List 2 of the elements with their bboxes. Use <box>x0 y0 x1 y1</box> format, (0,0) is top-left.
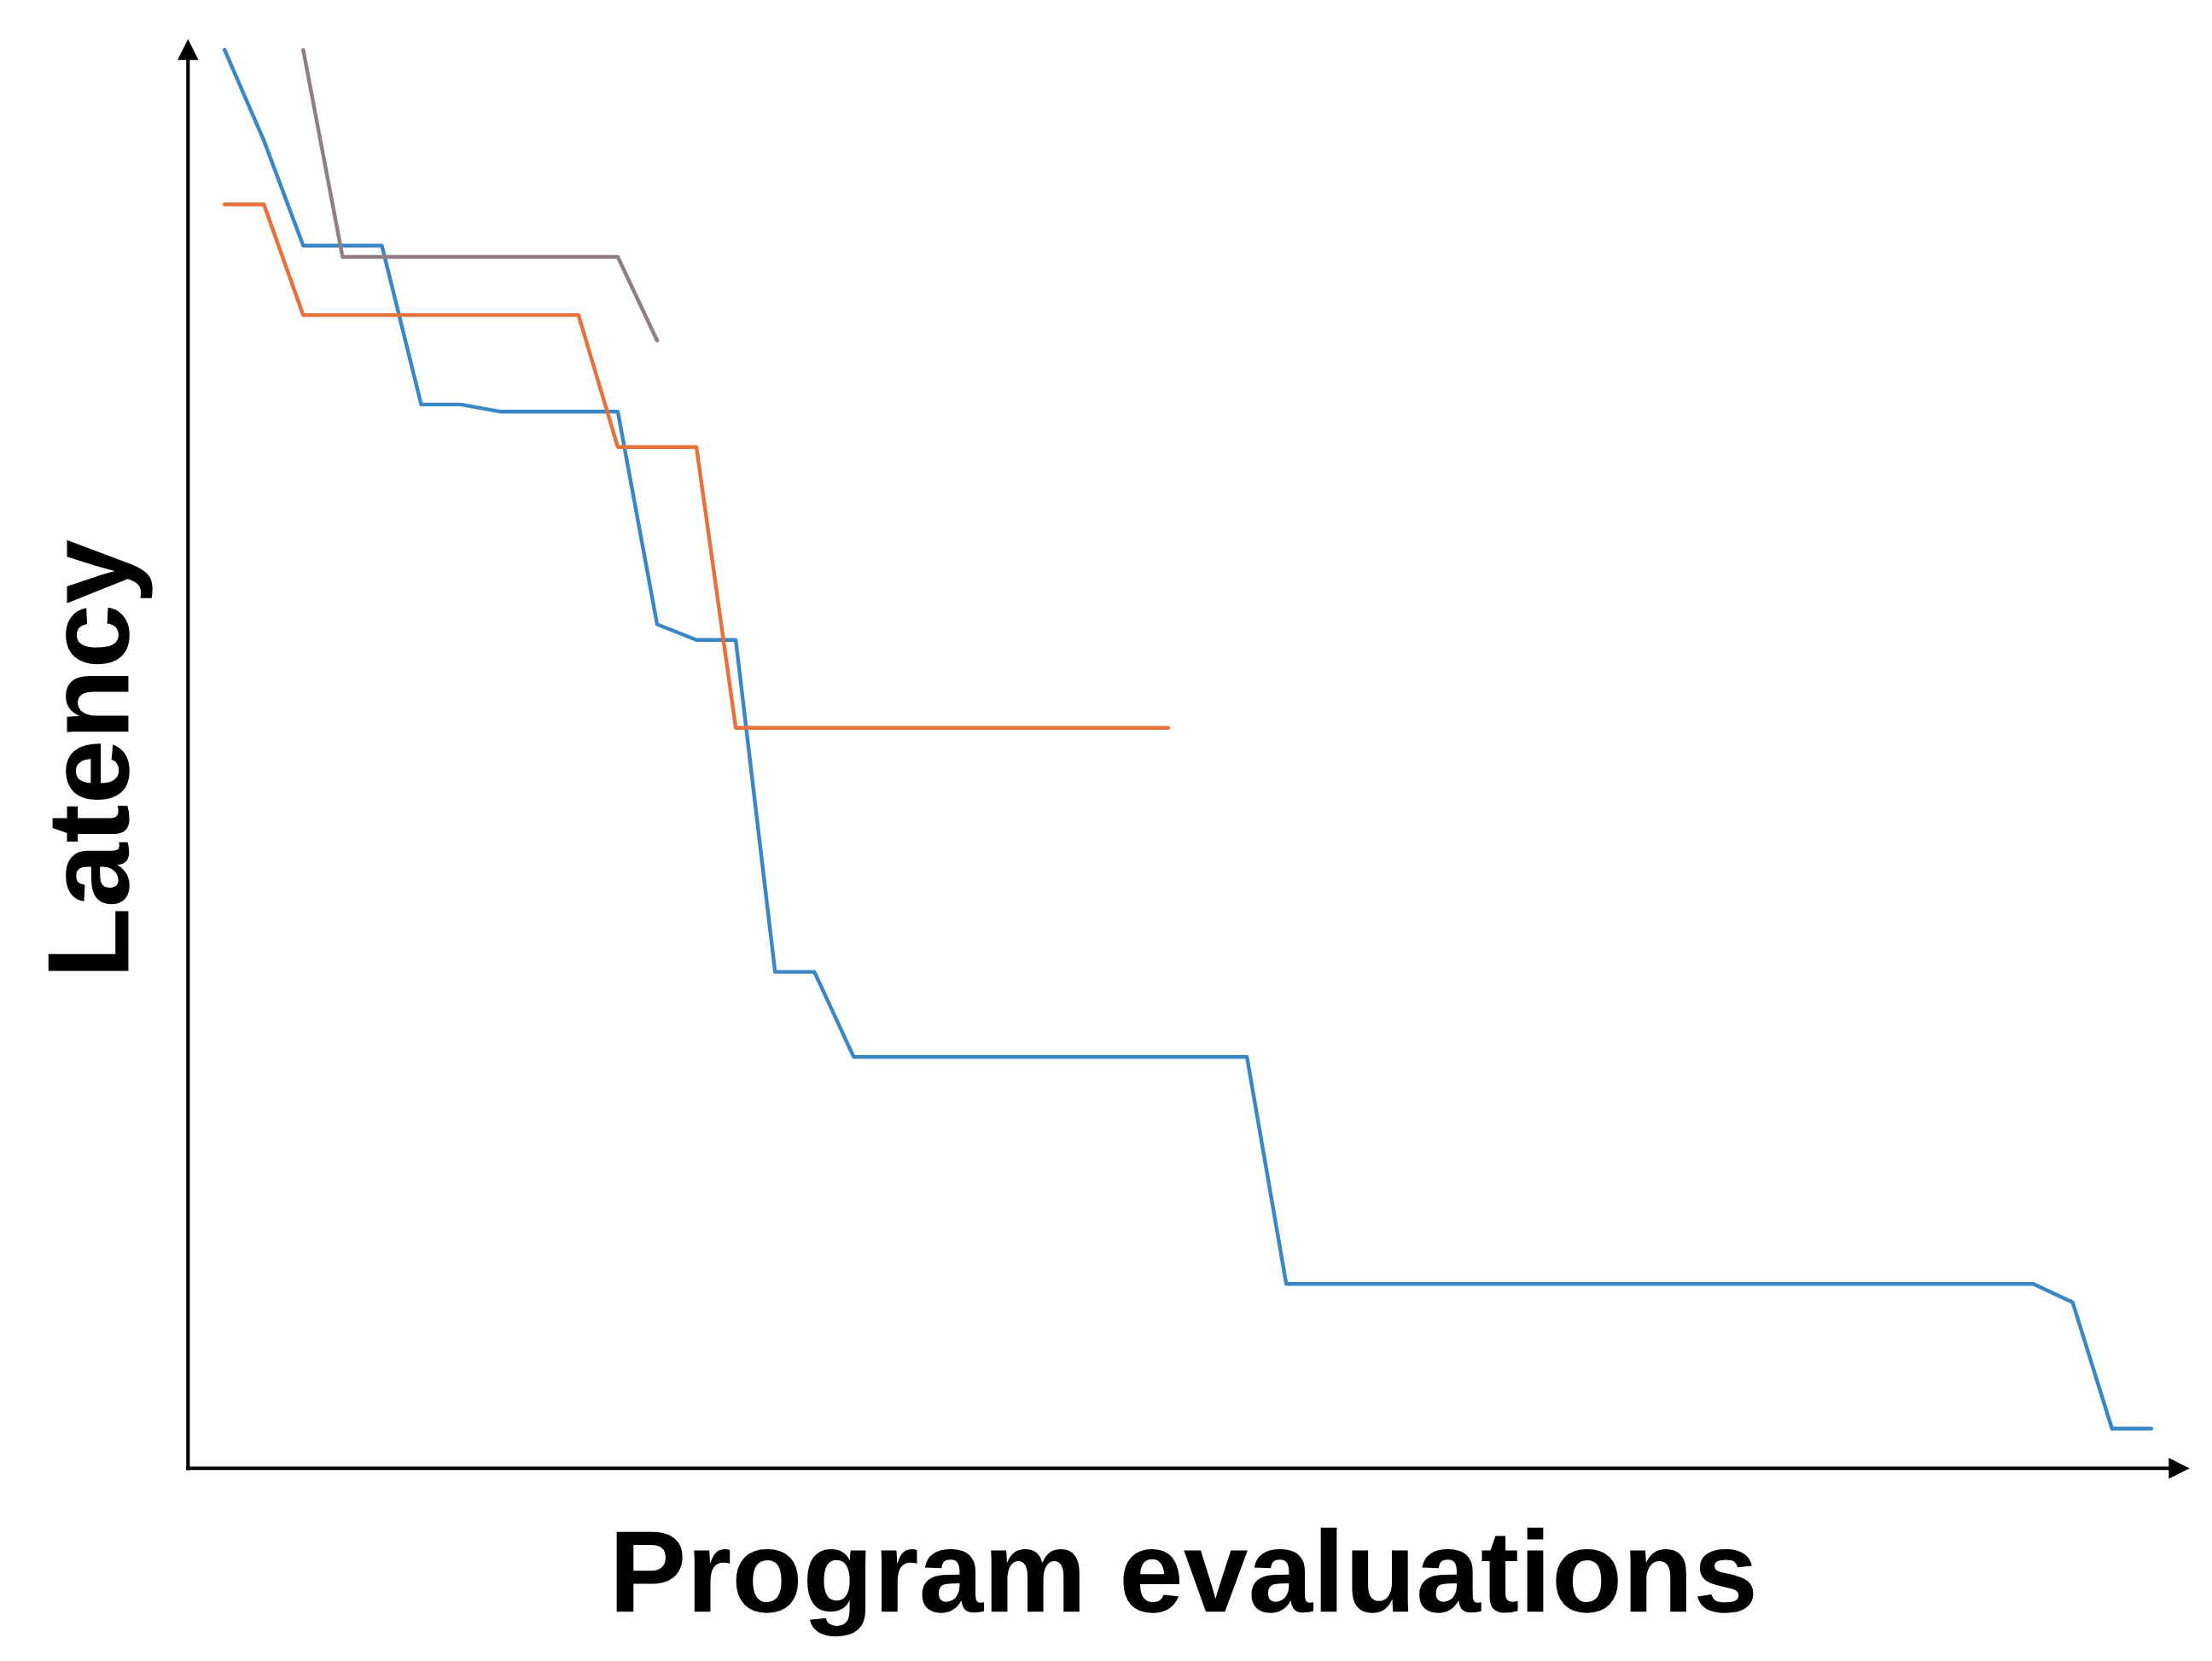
x-axis-title: Program evaluations <box>616 1527 1754 1637</box>
y-axis-title: Latency <box>48 539 153 971</box>
